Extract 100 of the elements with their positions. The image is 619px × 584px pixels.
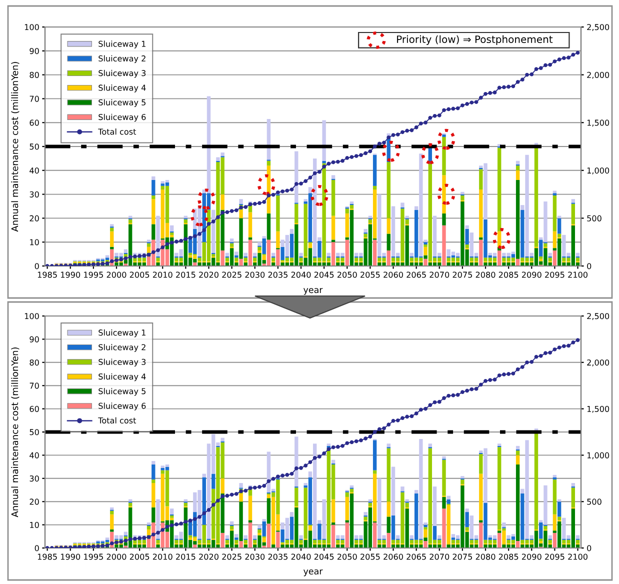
x-tick-label: 2045 [314,272,334,278]
x-tick-label: 2035 [268,554,288,560]
x-tick-label: 1995 [84,554,103,560]
legend-label: Sluiceway 3 [98,70,146,78]
legend-label: Sluiceway 4 [98,373,146,382]
y-tick-label: 70 [30,96,39,102]
x-tick-label: 1990 [61,554,80,560]
legend-label: Sluiceway 2 [98,55,146,64]
y2-tick-label: 500 [587,498,602,505]
x-tick-label: 2015 [176,554,196,560]
y-tick-label: 80 [30,72,39,78]
y-tick-label: 100 [24,24,39,30]
y2-tick-label: 1,000 [587,167,610,174]
x-tick-label: 2100 [568,272,588,278]
x-tick-label: 1990 [61,272,80,278]
x-tick-label: 2055 [360,554,380,560]
legend-label: Total cost [98,417,136,424]
x-tick-label: 2080 [476,554,496,560]
legend-label: Sluiceway 2 [98,344,146,352]
x-tick-label: 1995 [84,272,103,278]
x-tick-label: 2005 [130,554,150,560]
y-tick-label: 10 [30,239,39,246]
legend-label: Sluiceway 4 [98,84,146,92]
x-tick-label: 2065 [406,272,426,278]
x-tick-label: 2060 [384,272,403,278]
y-tick-label: 20 [30,498,39,505]
x-tick-label: 2070 [430,554,450,560]
x-tick-label: 2000 [106,272,126,278]
y2-tick-label: 2,000 [587,359,610,366]
x-axis-title: year [304,569,323,576]
x-tick-label: 2010 [152,554,172,560]
y-tick-label: 40 [30,452,39,458]
legend-label: Sluiceway 1 [98,329,146,338]
x-axis-title: year [304,288,323,295]
y-tick-label: 40 [30,167,39,174]
y-tick-label: 20 [30,215,39,222]
x-tick-label: 2025 [222,272,242,278]
y2-tick-label: 1,500 [587,120,610,127]
y-tick-label: 30 [30,191,39,198]
y-tick-label: 60 [30,120,39,126]
y2-tick-label: 1,000 [587,452,610,460]
y-tick-label: 60 [30,406,39,412]
legend-label: Sluiceway 6 [98,114,146,122]
y-tick-label: 50 [30,144,39,150]
legend-label: Total cost [98,128,136,135]
x-tick-label: 2020 [199,272,218,278]
x-tick-label: 2060 [384,554,403,560]
x-tick-label: 2035 [268,272,288,278]
x-tick-label: 1985 [38,554,57,560]
y2-tick-label: 1,500 [587,406,610,413]
y2-tick-label: 2,500 [587,24,610,31]
y2-tick-label: 2,500 [587,313,610,320]
y2-tick-label: 500 [587,215,602,222]
y2-tick-label: 0 [587,545,592,552]
x-tick-label: 2010 [152,272,172,278]
y-tick-label: 0 [34,263,39,270]
y2-tick-label: 0 [587,263,592,270]
x-tick-label: 2085 [498,554,518,560]
x-tick-label: 2050 [337,554,357,560]
x-tick-label: 2000 [106,554,126,560]
y-tick-label: 90 [30,336,39,342]
y-tick-label: 90 [30,48,39,54]
y2-tick-label: 2,000 [587,72,610,79]
y-tick-label: 10 [30,522,39,528]
legend-label: Sluiceway 3 [98,358,146,366]
x-tick-label: 2080 [476,272,496,278]
x-tick-label: 2055 [360,272,380,278]
x-tick-label: 2095 [545,554,564,560]
x-tick-label: 2030 [245,272,265,278]
y-tick-label: 30 [30,475,39,482]
y-axis-title: Annual maintenance cost (millionYen) [11,347,20,518]
y-tick-label: 0 [34,545,39,552]
y-tick-label: 100 [24,313,39,320]
x-tick-label: 2095 [545,272,564,278]
x-tick-label: 2065 [406,554,426,560]
x-tick-label: 2040 [291,272,311,278]
x-tick-label: 2090 [522,272,542,278]
x-tick-label: 2075 [452,272,472,278]
annotation: Priority (low) ⇒ Postphonement [397,35,553,45]
x-tick-label: 2005 [130,272,150,278]
legend-label: Sluiceway 6 [98,402,146,410]
legend-label: Sluiceway 5 [98,388,146,396]
x-tick-label: 2020 [199,554,218,560]
x-tick-label: 2075 [452,554,472,560]
x-tick-label: 2050 [337,272,357,278]
x-tick-label: 2030 [245,554,265,560]
x-tick-label: 2085 [498,272,518,278]
x-tick-label: 2090 [522,554,542,560]
y-tick-label: 70 [30,382,39,389]
x-tick-label: 2100 [568,554,588,560]
x-tick-label: 2040 [291,554,311,560]
x-tick-label: 2070 [430,272,450,278]
x-tick-label: 2015 [176,272,196,278]
x-tick-label: 2025 [222,554,242,560]
y-axis-title: Annual maintenance cost (millionYen) [11,62,20,232]
y-tick-label: 50 [30,429,39,436]
x-tick-label: 1985 [38,272,57,278]
x-tick-label: 2045 [314,554,334,560]
legend-label: Sluiceway 1 [98,40,146,48]
y-tick-label: 80 [30,359,39,366]
